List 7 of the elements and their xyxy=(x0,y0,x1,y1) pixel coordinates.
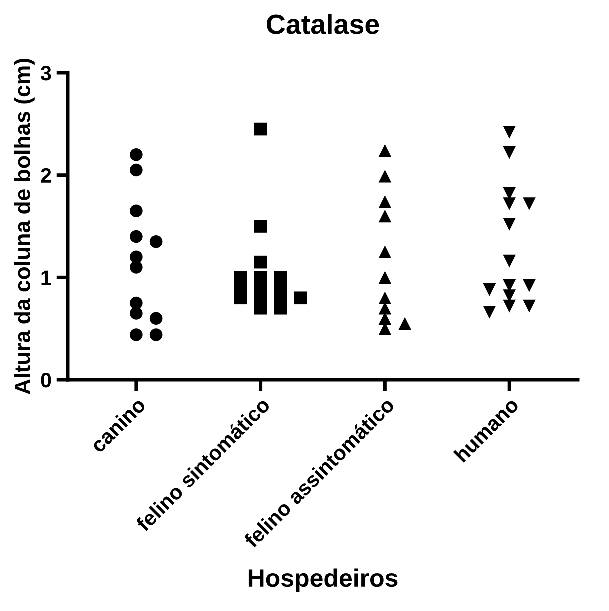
chart-title: Catalase xyxy=(267,14,380,34)
y-tick-label: 3 xyxy=(40,66,52,81)
y-tick-label: 1 xyxy=(42,270,52,286)
y-tick-label: 0 xyxy=(41,373,52,388)
x-axis-title: Hospedeiros xyxy=(248,568,398,592)
y-axis-title: Altura da coluna de bolhas (cm) xyxy=(14,59,35,394)
y-tick-label: 2 xyxy=(41,168,52,183)
